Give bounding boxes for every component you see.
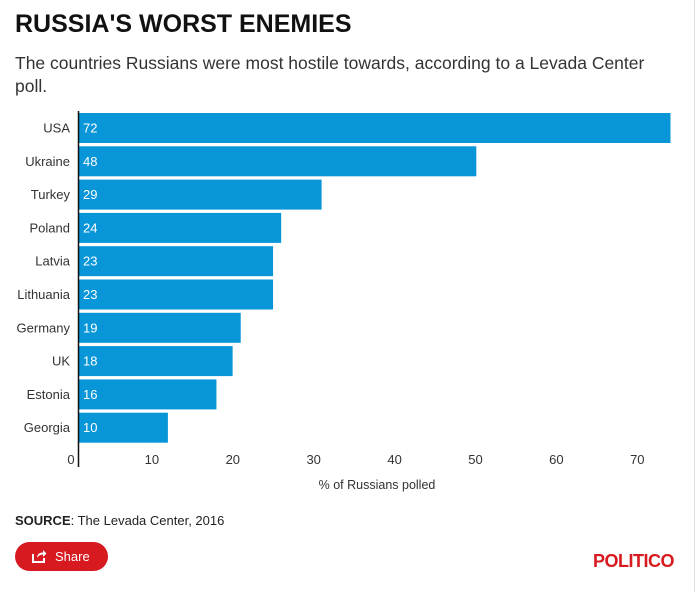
bar-poland [79,212,282,243]
bar-estonia [79,379,217,410]
value-label-usa: 72 [83,121,97,136]
value-label-georgia: 10 [83,420,97,435]
x-tick-50: 50 [468,452,482,467]
x-tick-labels: 0 10 20 30 40 50 60 70 [67,452,644,467]
source-line: SOURCE: The Levada Center, 2016 [15,513,224,528]
share-icon [32,550,47,563]
bar-georgia [79,412,168,443]
category-label-estonia: Estonia [27,387,71,402]
x-axis-title: % of Russians polled [319,478,436,492]
value-label-germany: 19 [83,320,97,335]
category-label-usa: USA [43,121,70,136]
politico-logo: POLITICO [593,551,675,571]
bar-latvia [79,246,274,277]
x-tick-40: 40 [387,452,401,467]
chart-title: RUSSIA'S WORST ENEMIES [15,10,352,38]
category-label-latvia: Latvia [35,254,70,269]
category-labels: USA Ukraine Turkey Poland Latvia Lithuania Ger… [17,121,71,436]
category-label-lithuania: Lithuania [17,287,71,302]
bar-turkey [79,179,322,210]
value-label-uk: 18 [83,354,97,369]
source-text: : The Levada Center, 2016 [70,513,225,528]
bar-germany [79,312,241,343]
value-label-estonia: 16 [83,387,97,402]
bar-usa [79,113,671,143]
value-label-turkey: 29 [83,187,97,202]
bar-chart: USA Ukraine Turkey Poland Latvia Lithuania Ger… [17,111,671,492]
value-label-latvia: 23 [83,254,97,269]
value-label-poland: 24 [83,220,97,235]
category-label-ukraine: Ukraine [25,154,70,169]
x-tick-60: 60 [549,452,563,467]
x-tick-20: 20 [226,452,240,467]
value-label-lithuania: 23 [83,287,97,302]
value-labels: 72 48 29 24 23 23 19 18 16 10 [83,121,97,436]
category-label-germany: Germany [17,320,71,335]
source-label: SOURCE [15,513,71,528]
value-label-ukraine: 48 [83,154,97,169]
category-label-poland: Poland [30,220,70,235]
x-tick-0: 0 [67,452,74,467]
bars-group [79,113,671,443]
category-label-georgia: Georgia [24,420,71,435]
share-button[interactable]: Share [15,542,108,571]
chart-subtitle: The countries Russians were most hostile… [15,53,645,96]
x-tick-30: 30 [306,452,320,467]
category-label-turkey: Turkey [31,187,71,202]
x-tick-10: 10 [145,452,159,467]
bar-uk [79,346,233,377]
share-label: Share [55,549,90,564]
x-tick-70: 70 [630,452,644,467]
bar-ukraine [79,146,477,177]
bar-lithuania [79,279,274,310]
category-label-uk: UK [52,354,70,369]
